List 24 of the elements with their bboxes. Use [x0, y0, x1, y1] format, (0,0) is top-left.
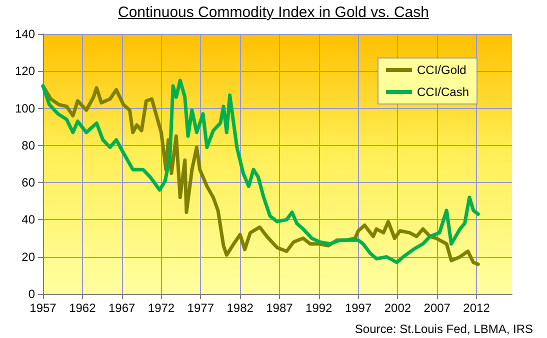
- x-tick-label: 2012: [463, 301, 490, 315]
- x-tick-label: 1967: [108, 301, 136, 315]
- y-tick-label: 20: [22, 250, 36, 264]
- x-tick-label: 2002: [384, 301, 412, 315]
- x-tick-label: 1992: [306, 301, 333, 315]
- y-tick-label: 0: [28, 287, 36, 301]
- x-tick-label: 1962: [69, 301, 96, 315]
- source-note: Source: St.Louis Fed, LBMA, IRS: [354, 322, 533, 336]
- y-tick-label: 120: [14, 64, 36, 78]
- x-tick-label: 1972: [148, 301, 175, 315]
- x-tick-label: 1977: [187, 301, 214, 315]
- legend-label: CCI/Cash: [416, 85, 469, 99]
- x-tick-label: 2007: [424, 301, 451, 315]
- chart-title: Continuous Commodity Index in Gold vs. Cash: [117, 4, 430, 21]
- legend-label: CCI/Gold: [416, 63, 466, 77]
- x-tick-label: 1987: [266, 301, 294, 315]
- x-tick-label: 1997: [344, 301, 372, 315]
- y-tick-label: 80: [22, 138, 36, 152]
- x-tick-label: 1957: [30, 301, 57, 315]
- y-tick-label: 140: [14, 27, 36, 41]
- y-tick-label: 100: [14, 101, 36, 116]
- y-tick-label: 40: [22, 212, 36, 227]
- y-tick-label: 60: [22, 176, 36, 190]
- x-tick-label: 1982: [226, 301, 254, 315]
